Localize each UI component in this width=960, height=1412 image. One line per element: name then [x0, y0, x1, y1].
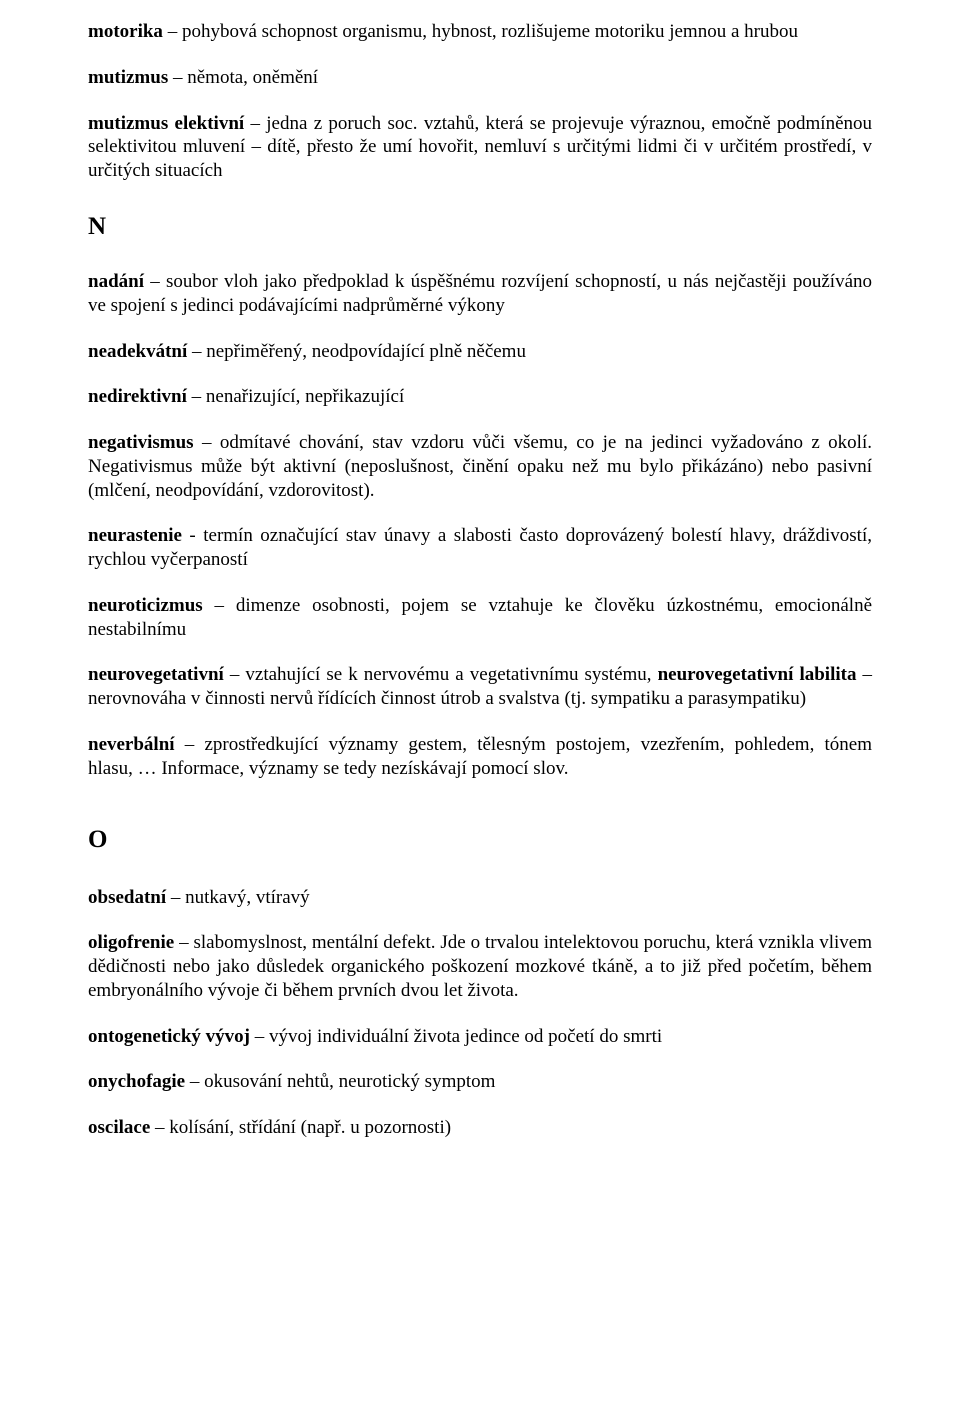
term: neurovegetativní — [88, 664, 224, 685]
entry-mutizmus: mutizmus – němota, oněmění — [88, 66, 872, 90]
definition: - termín označující stav únavy a slabost… — [88, 525, 872, 570]
entry-onychofagie: onychofagie – okusování nehtů, neurotick… — [88, 1070, 872, 1094]
entry-oscilace: oscilace – kolísání, střídání (např. u p… — [88, 1116, 872, 1140]
definition: – pohybová schopnost organismu, hybnost,… — [163, 21, 798, 42]
entry-neurovegetativni: neurovegetativní – vztahující se k nervo… — [88, 663, 872, 711]
term: oligofrenie — [88, 932, 174, 953]
term: neverbální — [88, 734, 175, 755]
entry-mutizmus-elektivni: mutizmus elektivní – jedna z poruch soc.… — [88, 112, 872, 183]
entry-neverbalni: neverbální – zprostředkující významy ges… — [88, 733, 872, 781]
definition: – zprostředkující významy gestem, tělesn… — [88, 734, 872, 779]
definition: – soubor vloh jako předpoklad k úspěšném… — [88, 271, 872, 316]
entry-neuroticizmus: neuroticizmus – dimenze osobnosti, pojem… — [88, 594, 872, 642]
entry-ontogeneticky-vyvoj: ontogenetický vývoj – vývoj individuální… — [88, 1025, 872, 1049]
term: nedirektivní — [88, 386, 187, 407]
section-heading-o: O — [88, 824, 872, 855]
term: ontogenetický vývoj — [88, 1026, 250, 1047]
term: oscilace — [88, 1117, 150, 1138]
term: mutizmus — [88, 67, 168, 88]
entry-motorika: motorika – pohybová schopnost organismu,… — [88, 20, 872, 44]
entry-obsedatni: obsedatní – nutkavý, vtíravý — [88, 886, 872, 910]
definition: – odmítavé chování, stav vzdoru vůči vše… — [88, 432, 872, 501]
term: neuroticizmus — [88, 595, 203, 616]
definition: – kolísání, střídání (např. u pozornosti… — [150, 1117, 451, 1138]
definition: – slabomyslnost, mentální defekt. Jde o … — [88, 932, 872, 1001]
entry-neadekvatni: neadekvátní – nepřiměřený, neodpovídajíc… — [88, 340, 872, 364]
entry-neurastenie: neurastenie - termín označující stav úna… — [88, 524, 872, 572]
term: mutizmus elektivní — [88, 113, 244, 134]
definition: – němota, oněmění — [168, 67, 318, 88]
definition: – vztahující se k nervovému a vegetativn… — [224, 664, 658, 685]
term: negativismus — [88, 432, 194, 453]
entry-nedirektivni: nedirektivní – nenařizující, nepřikazují… — [88, 385, 872, 409]
definition: – vývoj individuální života jedince od p… — [250, 1026, 662, 1047]
definition: – okusování nehtů, neurotický symptom — [185, 1071, 495, 1092]
term2: neurovegetativní labilita — [658, 664, 857, 685]
definition: – nutkavý, vtíravý — [166, 887, 310, 908]
section-heading-n: N — [88, 211, 872, 242]
definition: – dimenze osobnosti, pojem se vztahuje k… — [88, 595, 872, 640]
entry-nadani: nadání – soubor vloh jako předpoklad k ú… — [88, 270, 872, 318]
term: onychofagie — [88, 1071, 185, 1092]
entry-oligofrenie: oligofrenie – slabomyslnost, mentální de… — [88, 931, 872, 1002]
term: neadekvátní — [88, 341, 187, 362]
term: motorika — [88, 21, 163, 42]
term: obsedatní — [88, 887, 166, 908]
definition: – nenařizující, nepřikazující — [187, 386, 404, 407]
term: nadání — [88, 271, 144, 292]
entry-negativismus: negativismus – odmítavé chování, stav vz… — [88, 431, 872, 502]
definition: – nepřiměřený, neodpovídající plně něčem… — [187, 341, 526, 362]
term: neurastenie — [88, 525, 182, 546]
